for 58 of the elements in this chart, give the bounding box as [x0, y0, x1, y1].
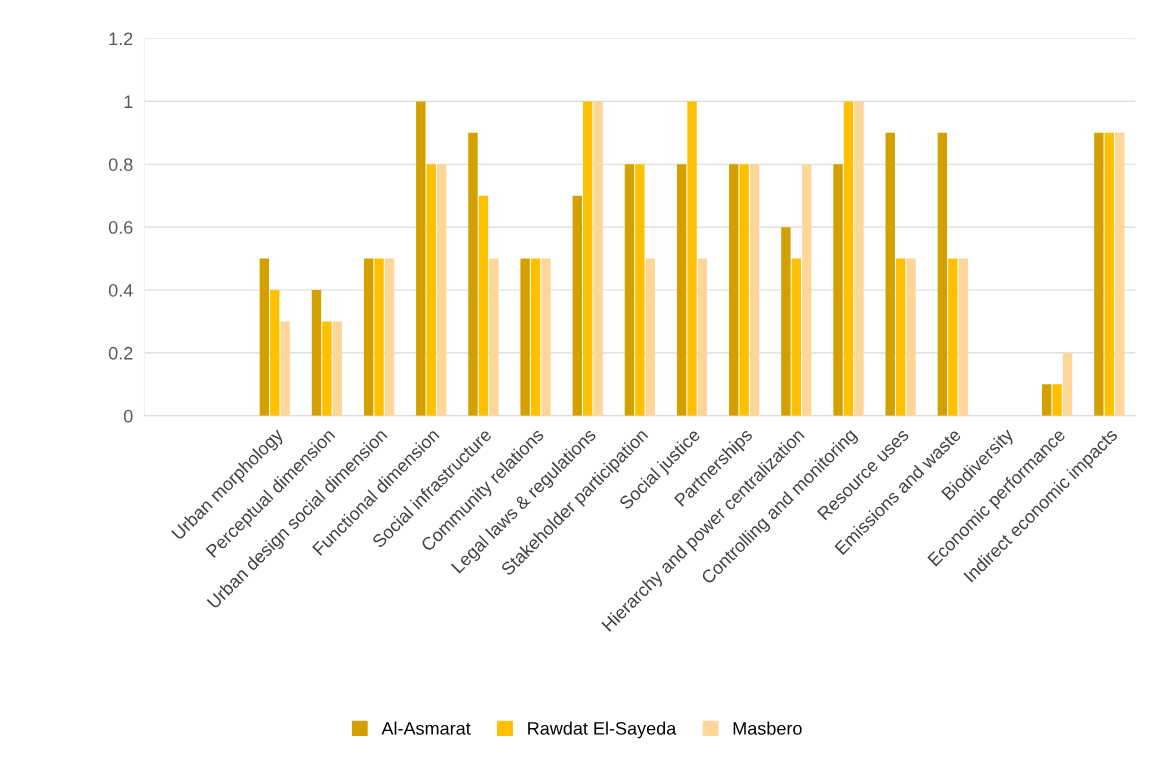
bar [280, 321, 290, 416]
bar [468, 132, 478, 416]
bar [1062, 352, 1073, 416]
bar [541, 258, 551, 416]
bar [885, 132, 895, 416]
bar [520, 258, 530, 416]
y-tick-label: 1.2 [109, 32, 133, 46]
bar [781, 227, 791, 416]
bar [1042, 384, 1052, 416]
bar [948, 258, 958, 416]
bar [332, 321, 343, 416]
bar [593, 101, 603, 416]
bar [1104, 132, 1114, 416]
legend-label: Al-Asmarat [381, 721, 471, 735]
bar [384, 258, 395, 416]
bar [645, 258, 655, 416]
y-tick-label: 0.2 [108, 346, 133, 360]
y-tick-label: 0.4 [108, 283, 133, 297]
bar [697, 258, 708, 416]
bar [426, 164, 436, 416]
bar [729, 164, 739, 416]
bar [311, 290, 322, 416]
bar [530, 258, 541, 416]
bar [937, 132, 948, 416]
legend-label: Masbero [733, 721, 802, 735]
bar [895, 258, 906, 416]
bar [1094, 132, 1104, 416]
bar [635, 164, 645, 416]
bar [687, 101, 697, 416]
bar [676, 164, 687, 416]
bar [478, 195, 489, 416]
bar [749, 164, 760, 416]
bar [416, 101, 426, 416]
bar [259, 258, 270, 416]
y-tick-label: 0.6 [108, 221, 133, 234]
bar [843, 101, 854, 416]
bar [270, 290, 280, 416]
bar [322, 321, 332, 416]
y-tick-label: 0.8 [108, 158, 133, 171]
legend-label: Rawdat El-Sayeda [528, 721, 677, 739]
bar [1052, 384, 1062, 416]
bar [374, 258, 384, 416]
y-tick-label: 0 [123, 409, 133, 423]
bar [363, 258, 374, 416]
bar [906, 258, 916, 416]
bar [572, 195, 582, 416]
bar [739, 164, 749, 416]
bar [833, 164, 843, 416]
bar [854, 101, 864, 416]
bar [791, 258, 802, 416]
bar [1115, 132, 1125, 416]
bar [958, 258, 968, 416]
bar [489, 258, 499, 416]
bar [802, 164, 812, 416]
bar [436, 164, 447, 416]
y-tick-label: 1 [124, 95, 133, 108]
bar [583, 101, 593, 416]
bar [624, 164, 635, 416]
